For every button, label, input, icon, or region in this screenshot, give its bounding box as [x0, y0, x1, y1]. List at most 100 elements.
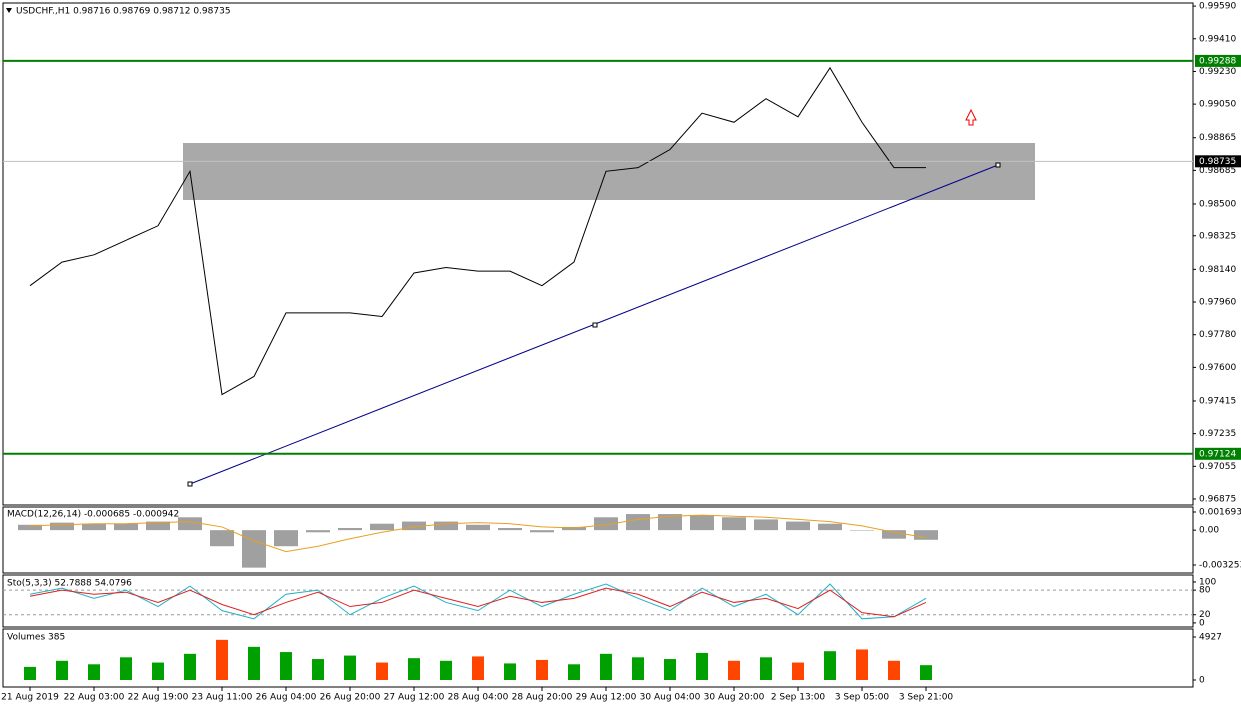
- macd-bar: [18, 524, 42, 531]
- level-label: 0.97124: [1199, 449, 1236, 459]
- volume-bar: [920, 665, 932, 681]
- macd-bar: [850, 530, 874, 531]
- volume-bar: [376, 662, 388, 681]
- stochastic-title: Sto(5,3,3) 52.7888 54.0796: [7, 579, 132, 589]
- macd-bar: [210, 530, 234, 547]
- macd-bar: [466, 524, 490, 531]
- x-tick-label: 3 Sep 05:00: [835, 693, 890, 703]
- y-tick-label: 0.001693: [1199, 508, 1241, 518]
- x-tick-label: 22 Aug 19:00: [128, 693, 189, 703]
- zone-rectangle[interactable]: [183, 143, 1035, 200]
- macd-bar: [402, 521, 426, 531]
- x-tick-label: 27 Aug 12:00: [384, 693, 445, 703]
- y-tick-label: -0.003253: [1199, 560, 1241, 570]
- y-tick-label: 0.98325: [1199, 231, 1236, 241]
- macd-bar: [370, 523, 394, 531]
- volume-bar: [824, 651, 836, 681]
- y-tick-label: 100: [1199, 577, 1216, 587]
- price-line: [29, 66, 926, 396]
- y-tick-label: 0: [1199, 676, 1205, 686]
- volume-bar: [600, 653, 612, 681]
- macd-bar: [50, 522, 74, 531]
- volume-bar: [56, 660, 68, 681]
- x-tick-label: 29 Aug 12:00: [576, 693, 637, 703]
- volume-bar: [280, 652, 292, 681]
- volume-bar: [440, 660, 452, 681]
- stochastic-line: [29, 587, 927, 618]
- y-tick-label: 4927: [1199, 633, 1222, 643]
- panel-frame: [2, 506, 1194, 574]
- anchor[interactable]: [592, 322, 598, 328]
- volume-bar: [152, 662, 164, 681]
- macd-bar: [530, 530, 554, 533]
- volume-bar: [24, 666, 36, 681]
- y-tick-label: 0.97780: [1199, 330, 1236, 340]
- y-tick-label: 0.00: [1199, 526, 1219, 536]
- macd-bar: [882, 530, 906, 539]
- x-tick-label: 28 Aug 04:00: [448, 693, 509, 703]
- anchor[interactable]: [187, 481, 193, 487]
- level-tag: [1195, 54, 1241, 67]
- macd-title: MACD(12,26,14) -0.000685 -0.000942: [7, 510, 179, 520]
- macd-bar: [498, 528, 522, 531]
- y-tick-label: 0.98865: [1199, 133, 1236, 143]
- macd-bar: [146, 521, 170, 531]
- macd-bar: [754, 519, 778, 531]
- signal-line: [29, 514, 927, 553]
- volume-bar: [792, 662, 804, 681]
- volume-bar: [536, 659, 548, 681]
- x-tick-label: 3 Sep 21:00: [899, 693, 954, 703]
- x-tick-label: 26 Aug 20:00: [320, 693, 381, 703]
- macd-bar: [274, 530, 298, 547]
- y-tick-label: 0.97600: [1199, 363, 1236, 373]
- volume-bar: [312, 659, 324, 681]
- y-tick-label: 0.98685: [1199, 166, 1236, 176]
- macd-bar: [562, 526, 586, 531]
- macd-bar: [690, 515, 714, 531]
- macd-bar: [82, 523, 106, 531]
- volume-bar: [568, 664, 580, 681]
- arrow-icon[interactable]: [965, 108, 977, 126]
- volume-bar: [760, 657, 772, 681]
- last-price-tag: [1195, 155, 1241, 168]
- y-tick-label: 0.98140: [1199, 265, 1236, 275]
- y-tick-label: 0.99410: [1199, 34, 1236, 44]
- macd-bar: [626, 514, 650, 531]
- level-tag: [1195, 447, 1241, 460]
- macd-bar: [434, 521, 458, 531]
- macd-bar: [178, 517, 202, 531]
- anchor[interactable]: [995, 162, 1001, 168]
- y-tick-label: 0.97055: [1199, 462, 1236, 472]
- macd-bar: [242, 530, 266, 568]
- macd-bar: [722, 517, 746, 531]
- x-tick-label: 30 Aug 20:00: [704, 693, 765, 703]
- panel-frame: [2, 2, 1194, 506]
- volume-bar: [472, 656, 484, 681]
- level-label: 0.99288: [1199, 56, 1236, 66]
- menu-triangle[interactable]: [6, 8, 12, 13]
- y-tick-label: 0.97415: [1199, 396, 1236, 406]
- y-tick-label: 0.98500: [1199, 199, 1236, 209]
- y-tick-label: 0: [1199, 618, 1205, 628]
- volume-bar: [696, 652, 708, 681]
- volume-bar: [504, 663, 516, 681]
- y-tick-label: 80: [1199, 586, 1211, 596]
- volume-bar: [888, 660, 900, 681]
- y-tick-label: 0.96875: [1199, 495, 1236, 505]
- macd-bar: [786, 521, 810, 531]
- volume-bar: [856, 649, 868, 681]
- macd-bar: [594, 517, 618, 531]
- y-tick-label: 20: [1199, 610, 1211, 620]
- volumes-title: Volumes 385: [7, 633, 65, 643]
- y-tick-label: 0.99230: [1199, 67, 1236, 77]
- macd-bar: [818, 523, 842, 531]
- x-tick-label: 28 Aug 20:00: [512, 693, 573, 703]
- panel-frame: [2, 574, 1194, 628]
- volume-bar: [216, 639, 228, 681]
- stochastic-line: [29, 583, 927, 620]
- chart-title: USDCHF.,H1 0.98716 0.98769 0.98712 0.987…: [16, 7, 231, 17]
- x-tick-label: 30 Aug 04:00: [640, 693, 701, 703]
- x-tick-label: 26 Aug 04:00: [256, 693, 317, 703]
- macd-bar: [306, 530, 330, 533]
